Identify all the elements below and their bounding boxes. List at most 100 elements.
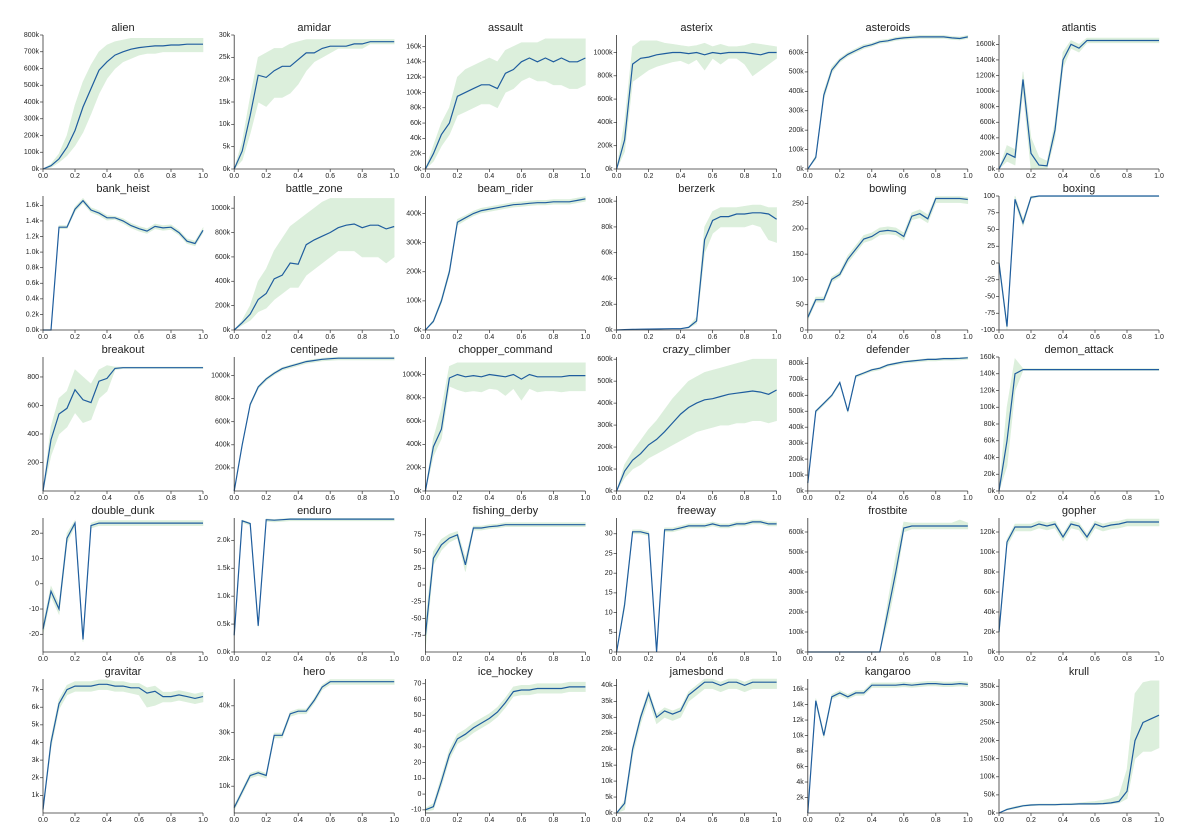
x-tick-label: 1.0 — [581, 334, 591, 341]
subplot: demon_attack 0k 20k 40k 60k 80k 100k 120k 140k 16… — [980, 344, 1164, 502]
y-tick-label: 100k — [980, 549, 996, 556]
x-tick-label: 0.2 — [835, 656, 845, 663]
x-tick-label: 0.0 — [421, 495, 431, 502]
subplot: crazy_climber 0k 100k 200k 300k 400k 500k 600k 0… — [597, 344, 781, 502]
subplot-title: bank_heist — [96, 183, 149, 195]
y-tick-label: 80k — [984, 421, 996, 428]
y-tick-label: -25 — [411, 599, 421, 606]
x-tick-label: 0.4 — [485, 656, 495, 663]
y-tick-label: 60k — [601, 250, 613, 257]
y-tick-label: -10 — [29, 606, 39, 613]
x-tick-label: 1.0 — [772, 495, 782, 502]
y-tick-label: 800k — [24, 32, 40, 39]
y-tick-label: 600k — [406, 418, 422, 425]
subplot-title: gravitar — [105, 666, 142, 678]
x-tick-label: 0.4 — [293, 334, 303, 341]
x-tick-label: 0.4 — [102, 495, 112, 502]
y-tick-label: 600 — [27, 402, 39, 409]
x-tick-label: 0.0 — [994, 334, 1004, 341]
y-tick-label: 100k — [980, 774, 996, 781]
y-tick-label: 200k — [215, 465, 231, 472]
subplot: jamesbond 0k 5k 10k 15k 20k 25k 30k 35k 40k 0.0 0.2… — [601, 666, 781, 824]
subplot-title: assault — [488, 22, 523, 34]
x-tick-label: 0.0 — [612, 173, 622, 180]
line — [43, 199, 204, 331]
subplot-title: berzerk — [678, 183, 715, 195]
y-tick-label: 2.0k — [217, 537, 231, 544]
y-tick-label: 20k — [410, 151, 422, 158]
subplot-title: gopher — [1062, 505, 1097, 517]
y-tick-label: 14k — [793, 701, 805, 708]
x-tick-label: 0.2 — [70, 817, 80, 824]
subplot: battle_zone 0k 200k 400k 600k 800k 1000k 0.0 0.2… — [211, 183, 399, 341]
line — [424, 198, 586, 331]
y-tick-label: 20k — [601, 746, 613, 753]
y-tick-label: 100k — [597, 198, 613, 205]
y-tick-label: 120k — [980, 387, 996, 394]
y-tick-label: 3k — [32, 757, 40, 764]
x-tick-label: 0.6 — [1090, 173, 1100, 180]
subplot-title: amidar — [297, 22, 331, 34]
x-tick-label: 0.8 — [166, 495, 176, 502]
subplot-title: atlantis — [1062, 22, 1097, 34]
x-tick-label: 0.0 — [803, 334, 813, 341]
subplot-title: chopper_command — [458, 344, 552, 356]
line — [424, 373, 586, 492]
line — [616, 681, 777, 814]
x-tick-label: 0.0 — [612, 656, 622, 663]
y-tick-label: 1400k — [976, 57, 996, 64]
confidence-band — [998, 680, 1160, 814]
y-tick-label: 20 — [31, 530, 39, 537]
y-tick-label: 200k — [215, 302, 231, 309]
line — [233, 518, 395, 636]
x-tick-label: 0.6 — [1090, 817, 1100, 824]
confidence-band — [998, 518, 1160, 637]
y-tick-label: 400k — [597, 400, 613, 407]
y-tick-label: 20k — [984, 629, 996, 636]
y-tick-label: -25 — [985, 277, 995, 284]
x-tick-label: 0.2 — [1026, 656, 1036, 663]
y-tick-label: 200k — [597, 143, 613, 150]
subplot-title: krull — [1069, 666, 1089, 678]
y-tick-label: 0k — [414, 166, 422, 173]
confidence-band — [616, 204, 777, 331]
x-tick-label: 1.0 — [963, 817, 973, 824]
x-tick-label: 1.0 — [389, 334, 399, 341]
x-tick-label: 0.4 — [102, 656, 112, 663]
y-tick-label: 1000k — [976, 88, 996, 95]
y-tick-label: 4k — [796, 779, 804, 786]
x-tick-label: 1.0 — [963, 173, 973, 180]
subplot-title: asterix — [680, 22, 713, 34]
y-tick-label: 5 — [609, 629, 613, 636]
y-tick-label: 100k — [406, 298, 422, 305]
confidence-band — [616, 358, 777, 492]
x-tick-label: 0.6 — [134, 656, 144, 663]
line — [807, 525, 968, 653]
x-tick-label: 0.6 — [708, 495, 718, 502]
y-tick-label: 0 — [417, 791, 421, 798]
x-tick-label: 0.8 — [931, 495, 941, 502]
subplot-title: demon_attack — [1044, 344, 1114, 356]
y-tick-label: 400 — [27, 431, 39, 438]
subplot-title: breakout — [102, 344, 145, 356]
y-tick-label: 200k — [789, 456, 805, 463]
y-tick-label: 400k — [597, 119, 613, 126]
y-tick-label: 0k — [988, 810, 996, 817]
x-tick-label: 0.2 — [1026, 817, 1036, 824]
confidence-band — [233, 356, 395, 492]
y-tick-label: 1000k — [594, 49, 614, 56]
y-tick-label: 0k — [223, 327, 231, 334]
y-tick-label: 60k — [984, 438, 996, 445]
x-tick-label: 0.0 — [421, 334, 431, 341]
y-tick-label: 10k — [219, 121, 231, 128]
y-tick-label: 0k — [414, 327, 422, 334]
y-tick-label: 5k — [32, 722, 40, 729]
x-tick-label: 0.0 — [229, 334, 239, 341]
y-tick-label: 160k — [980, 354, 996, 361]
x-tick-label: 0.2 — [1026, 495, 1036, 502]
y-tick-label: 20k — [984, 471, 996, 478]
y-tick-label: 75 — [414, 532, 422, 539]
x-tick-label: 1.0 — [772, 656, 782, 663]
y-tick-label: 300k — [597, 422, 613, 429]
x-tick-label: 0.4 — [102, 334, 112, 341]
